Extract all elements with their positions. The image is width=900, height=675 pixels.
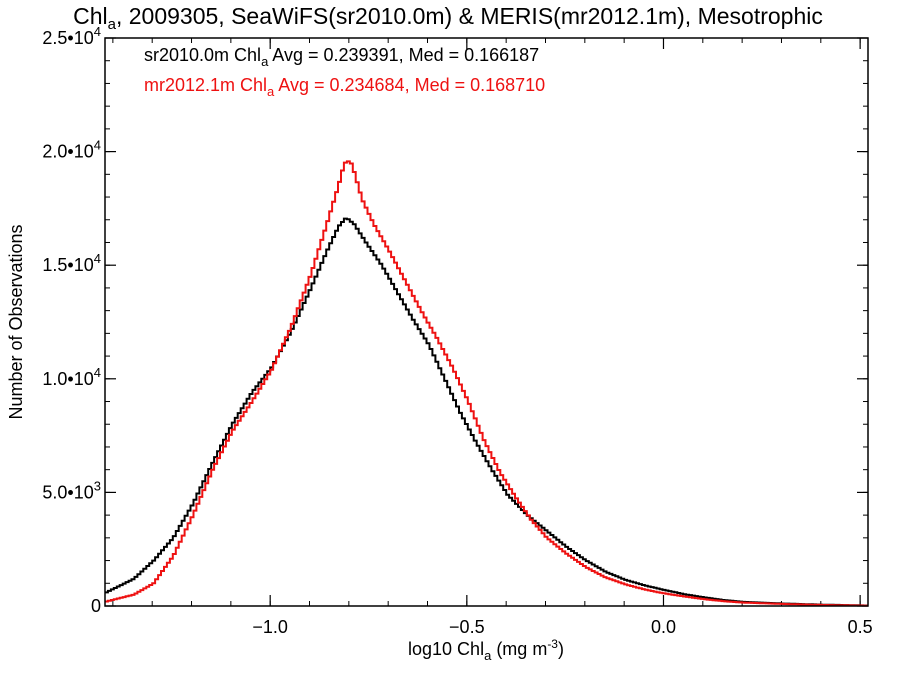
series-line-sr2010-0m bbox=[105, 217, 868, 607]
plot-frame bbox=[104, 37, 869, 607]
y-tick-label: 2.0•104 bbox=[42, 138, 101, 162]
series-line-mr2012-1m bbox=[105, 160, 868, 607]
y-tick-label: 0 bbox=[91, 596, 101, 616]
axis-ticks: −1.0 −0.5 0.0 0.5 0 5.0•103 1.0•104 1.5•104 2.0•… bbox=[42, 24, 872, 637]
series-lines bbox=[105, 160, 868, 607]
y-tick-label: 2.5•104 bbox=[42, 24, 101, 48]
x-tick-label: 0.0 bbox=[651, 617, 676, 637]
x-axis-label: log10 Chla (mg m-3) bbox=[408, 637, 564, 663]
y-axis-label: Number of Observations bbox=[6, 224, 26, 419]
y-tick-label: 1.5•104 bbox=[42, 251, 101, 275]
x-tick-label: 0.5 bbox=[848, 617, 873, 637]
x-tick-label: −1.0 bbox=[252, 617, 288, 637]
chart-title: Chla, 2009305, SeaWiFS(sr2010.0m) & MERI… bbox=[73, 3, 823, 33]
y-tick-label: 1.0•104 bbox=[42, 365, 101, 389]
legend-entry-mr2012: mr2012.1m Chla Avg = 0.234684, Med = 0.1… bbox=[144, 75, 545, 99]
legend-entry-sr2010: sr2010.0m Chla Avg = 0.239391, Med = 0.1… bbox=[144, 45, 539, 69]
x-tick-label: −0.5 bbox=[449, 617, 485, 637]
y-tick-label: 5.0•103 bbox=[42, 478, 101, 502]
